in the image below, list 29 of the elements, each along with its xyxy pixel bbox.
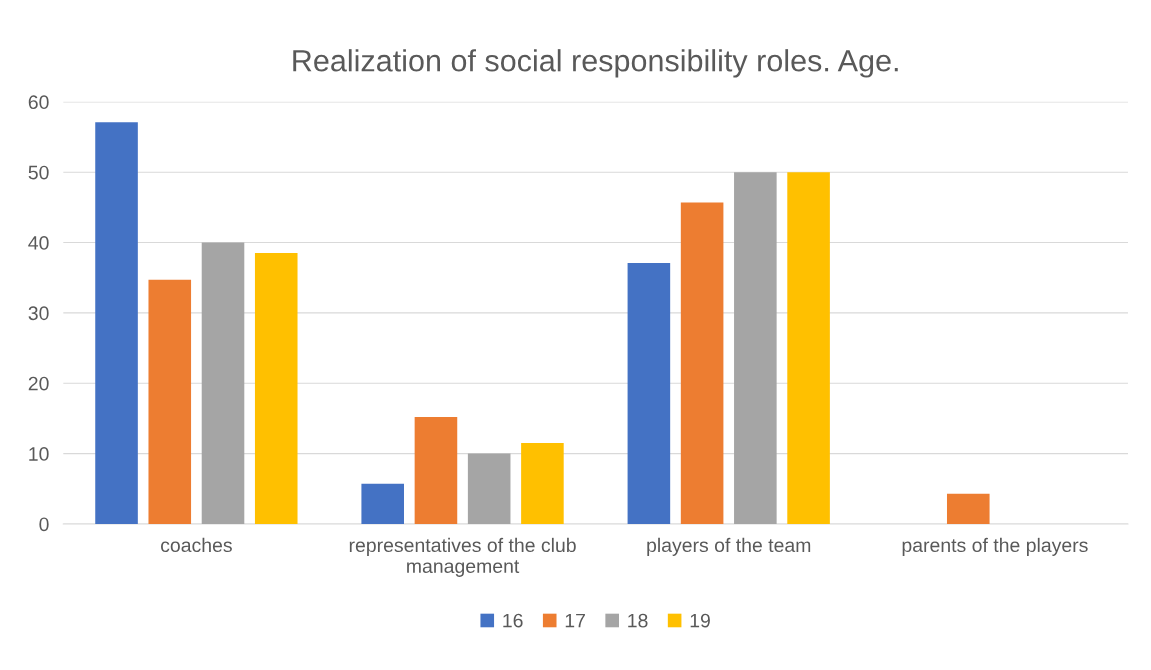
bar [734, 172, 777, 524]
y-tick-label: 40 [28, 236, 49, 250]
x-tick-label: players of the team [647, 537, 811, 556]
legend-label: 19 [690, 613, 710, 628]
x-tick-label: parents of the players [902, 537, 1088, 556]
bar [361, 483, 404, 524]
legend-label: 16 [503, 613, 523, 628]
bar [414, 417, 458, 524]
bar [95, 122, 138, 524]
legend-label: 17 [565, 613, 585, 628]
y-tick-label: 0 [39, 517, 49, 532]
bar [627, 262, 671, 524]
bar [680, 202, 724, 524]
chart-title: Realization of social responsibility roles. Age. [293, 49, 898, 78]
bar [521, 443, 564, 524]
y-tick-label: 50 [28, 165, 49, 180]
legend-label: 18 [628, 613, 648, 628]
bar [467, 453, 511, 524]
y-tick-label: 20 [28, 376, 49, 391]
bar [254, 253, 298, 524]
x-tick-label: coaches [161, 537, 232, 553]
bar [201, 242, 245, 524]
y-tick-label: 10 [29, 447, 49, 461]
y-tick-label: 30 [28, 306, 49, 321]
bar [148, 279, 192, 524]
x-tick-label: representatives of the club management [349, 537, 576, 577]
bar [946, 493, 990, 524]
y-tick-label: 60 [28, 95, 49, 110]
bar [787, 172, 830, 524]
